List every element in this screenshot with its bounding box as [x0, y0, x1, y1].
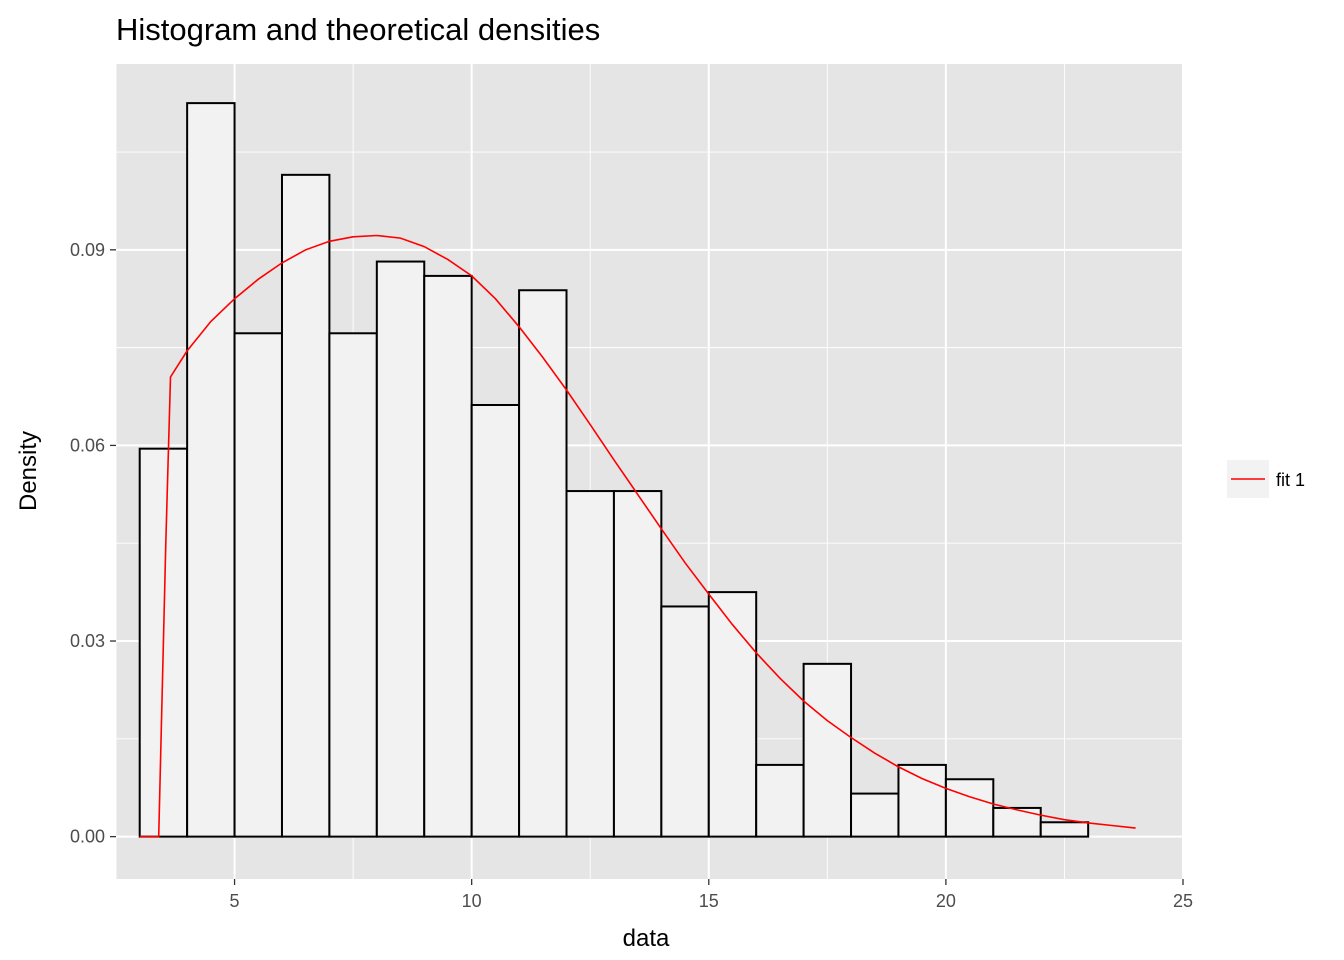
histogram-bar-6: [375, 260, 426, 838]
legend-label-fit-1: fit 1: [1276, 470, 1305, 490]
x-axis: 5 10 15 20 25: [230, 879, 1193, 911]
histogram-bar-3: [233, 332, 283, 838]
histogram-bar-19: [992, 806, 1042, 838]
histogram-bar-13: [707, 591, 758, 838]
y-axis-title: Density: [15, 431, 42, 511]
y-axis: 0.00 0.03 0.06 0.09: [70, 240, 116, 847]
histogram-bar-11: [612, 490, 663, 838]
histogram-bar-4: [280, 173, 331, 838]
histogram-bars: [138, 102, 1090, 838]
histogram-bar-9: [518, 289, 568, 838]
histogram-bar-7: [423, 274, 473, 838]
fit-1-density-line: [139, 234, 1136, 838]
histogram-bar-2: [186, 102, 236, 838]
histogram-bar-8: [470, 403, 521, 838]
x-tick-label: 10: [462, 891, 482, 911]
histogram-bar-20: [1039, 821, 1090, 838]
x-tick-label: 15: [699, 891, 719, 911]
x-tick-label: 5: [230, 891, 240, 911]
histogram-bar-17: [897, 763, 947, 838]
y-tick-label: 0.06: [70, 435, 105, 455]
y-tick-label: 0.09: [70, 240, 105, 260]
histogram-bar-18: [944, 778, 995, 838]
x-axis-title: data: [623, 925, 670, 952]
histogram-bar-5: [328, 332, 378, 838]
x-tick-label: 20: [936, 891, 956, 911]
histogram-bar-15: [802, 662, 853, 838]
y-tick-label: 0.00: [70, 827, 105, 847]
chart-title: Histogram and theoretical densities: [116, 12, 600, 47]
histogram-bar-16: [850, 792, 900, 838]
legend: fit 1: [1227, 460, 1305, 498]
x-tick-label: 25: [1173, 891, 1193, 911]
y-tick-label: 0.03: [70, 631, 105, 651]
histogram-bar-12: [660, 605, 710, 838]
histogram-bar-14: [755, 763, 805, 838]
histogram-bar-10: [565, 490, 615, 838]
